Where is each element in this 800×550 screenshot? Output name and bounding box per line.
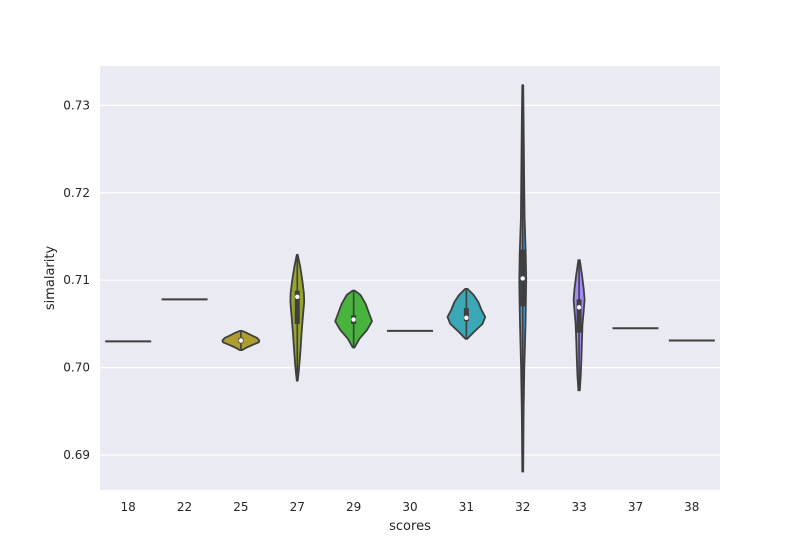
violin-29 [334, 289, 373, 349]
y-tick-label: 0.71 [63, 273, 90, 287]
y-tick-label: 0.72 [63, 186, 90, 200]
violin-median [351, 317, 356, 322]
x-tick-label: 18 [121, 500, 136, 514]
violin-median [520, 276, 525, 281]
violins [105, 84, 715, 473]
x-tick-label: 37 [628, 500, 643, 514]
y-axis-label: simalarity [43, 246, 58, 311]
violin-32 [518, 84, 528, 473]
x-tick-label: 31 [459, 500, 474, 514]
x-axis-label: scores [389, 519, 431, 534]
y-tick-label: 0.69 [63, 448, 90, 462]
plot-background [100, 66, 720, 490]
violin-27 [289, 253, 306, 382]
grid-lines [100, 104, 720, 456]
x-tick-label: 38 [684, 500, 699, 514]
violin-33 [572, 259, 586, 392]
violin-median [576, 305, 582, 310]
x-tick-label: 25 [233, 500, 248, 514]
x-tick-label: 22 [177, 500, 192, 514]
violin-median [464, 315, 469, 320]
violin-25 [221, 330, 261, 351]
y-tick-labels: 0.69 0.70 0.71 0.72 0.73 [63, 98, 90, 462]
y-tick-label: 0.70 [63, 361, 90, 375]
x-tick-label: 33 [571, 500, 586, 514]
violin-31 [446, 288, 487, 340]
x-tick-labels: 18 22 25 27 29 30 31 32 33 37 38 [121, 500, 700, 514]
x-tick-label: 29 [346, 500, 361, 514]
x-tick-label: 27 [290, 500, 305, 514]
y-tick-label: 0.73 [63, 98, 90, 112]
violin-median [238, 338, 244, 343]
x-tick-label: 30 [402, 500, 417, 514]
violin-median [295, 294, 300, 299]
x-tick-label: 32 [515, 500, 530, 514]
